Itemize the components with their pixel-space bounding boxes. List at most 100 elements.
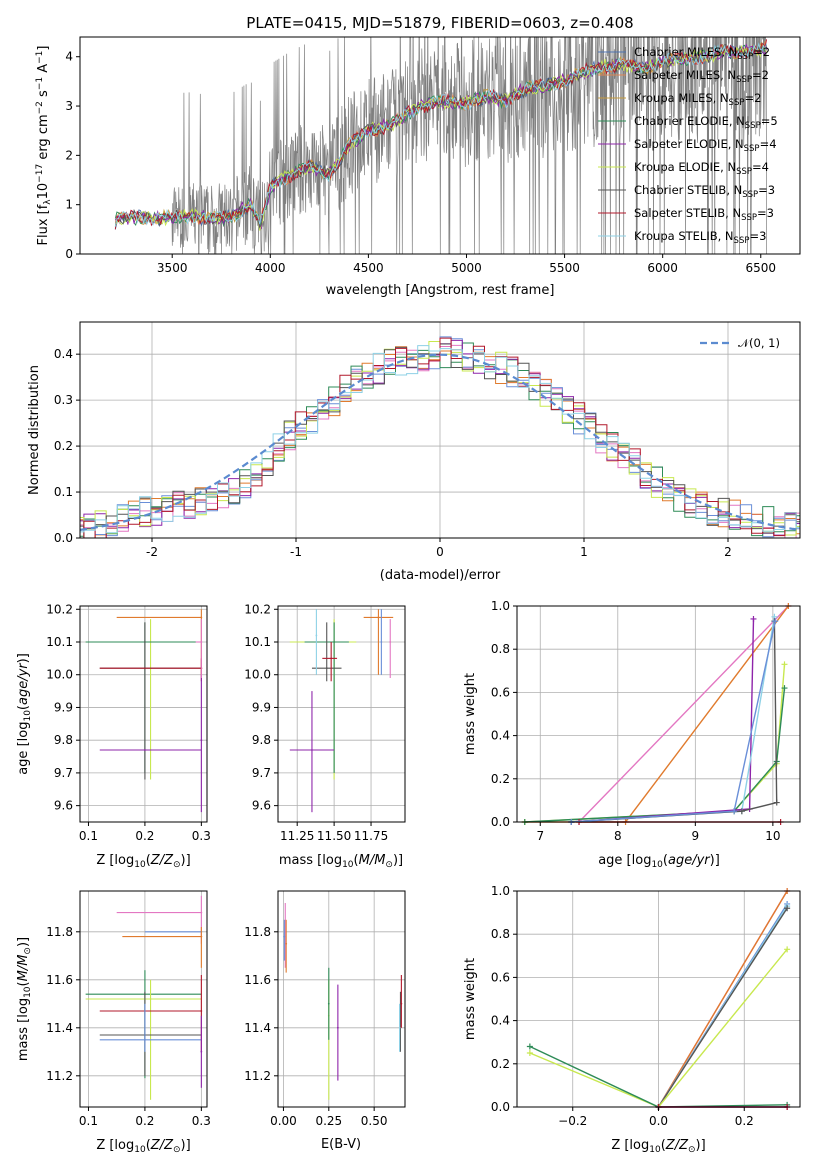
mass-vs-EBV-point-2 <box>283 935 286 938</box>
age-vs-mass-ytick-label: 9.6 <box>252 799 271 813</box>
mass-vs-Z-point-2 <box>200 935 203 938</box>
mass-weight-vs-Z-marker-4-1 <box>784 905 791 912</box>
age-vs-mass-ytick-label: 10.2 <box>244 602 271 616</box>
mass-weight-vs-age-series-1 <box>524 605 789 823</box>
age-vs-mass-point-2 <box>325 667 328 670</box>
spectrum-xlabel: wavelength [Angstrom, rest frame] <box>326 283 555 298</box>
mass-weight-vs-age-ytick-label: 0.6 <box>491 685 510 699</box>
mass-weight-vs-age-marker-8-2 <box>772 618 779 625</box>
mass-vs-EBV-ytick-label: 11.6 <box>244 973 271 987</box>
spectrum-ytick-label: 3 <box>65 99 73 113</box>
mass-weight-vs-age-xlabel: age [log10(age/yr)] <box>598 853 720 870</box>
mass-vs-EBV-point-4 <box>327 1002 330 1005</box>
mass-weight-vs-age-marker-3-3 <box>781 685 788 692</box>
mass-vs-Z-ytick-label: 11.4 <box>46 1021 73 1035</box>
spectrum-axes: 3500 4000 4500 5000 5500 6000 6500 0 1 2 3 4 <box>65 37 776 275</box>
legend-entry-7: Salpeter STELIB, NSSP=3 <box>634 206 774 223</box>
mass-vs-Z-plot-area <box>80 891 207 1107</box>
mass-weight-vs-age-ytick-label: 1.0 <box>491 599 510 613</box>
age-vs-Z-ytick-label: 9.6 <box>54 799 73 813</box>
age-vs-mass-ytick-label: 10.0 <box>244 668 271 682</box>
mass-weight-vs-age-marker-8-1 <box>731 808 738 815</box>
spectrum-xtick-label: 4000 <box>255 261 286 275</box>
age-vs-mass-frame <box>277 605 406 823</box>
residuals-xtick-label: 0 <box>436 545 444 559</box>
spectrum-xtick-label: 6000 <box>647 261 678 275</box>
age-vs-mass-xlabel: mass [log10(M/M⊙)] <box>279 853 403 870</box>
age-vs-mass-ytick-label: 9.9 <box>252 700 271 714</box>
mass-weight-vs-age-xtick-label: 10 <box>765 829 780 843</box>
mass-weight-vs-Z-marker-5-2 <box>784 946 791 953</box>
legend-entry-5: Kroupa ELODIE, NSSP=4 <box>634 160 769 177</box>
spectrum-ytick-label: 1 <box>65 198 73 212</box>
age-vs-Z-point-7 <box>200 641 203 643</box>
mass-vs-EBV-ytick-label: 11.8 <box>244 925 271 939</box>
legend-entry-6: Chabrier STELIB, NSSP=3 <box>634 183 775 200</box>
spectrum-ytick-label: 4 <box>65 50 73 64</box>
mass-weight-vs-Z-marker-6-0 <box>526 1043 533 1050</box>
mass-vs-Z-ytick-label: 11.6 <box>46 973 73 987</box>
age-vs-mass-point-7 <box>389 641 392 643</box>
spectrum-ytick-label: 2 <box>65 148 73 162</box>
age-vs-mass-ytick-label: 9.8 <box>252 733 271 747</box>
figure-title: PLATE=0415, MJD=51879, FIBERID=0603, z=0… <box>246 14 633 32</box>
mass-weight-vs-Z-xtick-label: −0.2 <box>558 1114 587 1128</box>
mass-vs-EBV-plot-area <box>278 891 405 1107</box>
age-vs-mass-xtick-label: 11.75 <box>354 829 388 843</box>
mass-weight-vs-age-series-0 <box>578 605 789 823</box>
mass-weight-vs-age-xtick-label: 9 <box>692 829 700 843</box>
mass-weight-vs-Z-frame <box>516 890 801 1108</box>
age-vs-mass-ytick-label: 9.7 <box>252 766 271 780</box>
mass-weight-vs-Z-plot-area <box>517 888 800 1110</box>
mass-weight-vs-age-marker-2-3 <box>781 661 788 668</box>
legend-entry-1: Salpeter MILES, NSSP=2 <box>634 68 769 85</box>
mass-vs-Z-point-7 <box>144 1038 146 1041</box>
mass-vs-Z-ytick-label: 11.8 <box>46 925 73 939</box>
mass-weight-vs-Z-ytick-label: 0.6 <box>491 970 510 984</box>
age-vs-Z-ytick-label: 9.8 <box>54 733 73 747</box>
mass-vs-EBV-axes: 0.00 0.25 0.50 11.2 11.4 11.6 11.8 <box>244 891 405 1128</box>
mass-vs-Z-point-0 <box>200 911 203 914</box>
mass-vs-EBV-point-7 <box>400 1002 403 1005</box>
age-vs-Z-xtick-label: 0.3 <box>192 829 211 843</box>
mass-vs-EBV-xtick-label: 0.25 <box>315 1114 342 1128</box>
mass-vs-Z-xtick-label: 0.2 <box>135 1114 154 1128</box>
mass-vs-Z-ytick-label: 11.2 <box>46 1069 73 1083</box>
spectrum-model-salpeter-stelib <box>114 39 768 230</box>
mass-weight-vs-age-marker-4-2 <box>750 615 757 622</box>
mass-vs-EBV-frame <box>277 890 406 1108</box>
age-vs-mass-point-1 <box>333 641 336 643</box>
mass-weight-vs-Z-xtick-label: 0.0 <box>649 1114 668 1128</box>
spectrum-plot-area <box>114 37 768 254</box>
mass-weight-vs-age-frame <box>516 605 801 823</box>
mass-weight-vs-age-marker-6-2 <box>773 799 780 806</box>
mass-weight-vs-Z-ylabel: mass weight <box>463 958 478 1040</box>
mass-weight-vs-Z-xlabel: Z [log10(Z/Z⊙)] <box>611 1138 705 1155</box>
mass-weight-vs-age-ytick-label: 0.0 <box>491 815 510 829</box>
mass-weight-vs-age-plot-area <box>517 603 800 825</box>
mass-weight-vs-age-ytick-label: 0.4 <box>491 729 510 743</box>
age-vs-mass-ytick-label: 10.1 <box>244 635 271 649</box>
legend-entry-3: Chabrier ELODIE, NSSP=5 <box>634 114 778 131</box>
mass-weight-vs-age-ytick-label: 0.8 <box>491 642 510 656</box>
mass-vs-Z-xlabel: Z [log10(Z/Z⊙)] <box>96 1138 190 1155</box>
mass-vs-EBV-point-1 <box>285 942 288 945</box>
age-vs-Z-axes: 0.1 0.2 0.3 9.6 9.7 9.8 9.9 10.0 10.1 10.2 <box>46 602 211 843</box>
mass-vs-EBV-xlabel: E(B-V) <box>321 1137 361 1152</box>
mass-weight-vs-Z-axes: −0.2 0.0 0.2 0.0 0.2 0.4 0.6 0.8 1.0 <box>491 884 800 1128</box>
age-vs-Z-frame <box>79 605 208 823</box>
mass-weight-vs-Z-series-4 <box>657 907 788 1108</box>
spectrum-ylabel: Flux [fλ10−17 erg cm−2 s−1 A−1] <box>35 46 53 246</box>
residuals-plot-area <box>79 322 801 539</box>
mass-weight-vs-age-ytick-label: 0.2 <box>491 772 510 786</box>
mass-vs-EBV-xtick-label: 0.50 <box>361 1114 388 1128</box>
mass-vs-Z-xtick-label: 0.1 <box>79 1114 98 1128</box>
legend-entry-2: Kroupa MILES, NSSP=2 <box>634 91 761 108</box>
mass-vs-EBV-point-5 <box>336 1026 339 1029</box>
residuals-xtick-label: 2 <box>724 545 732 559</box>
age-vs-Z-ytick-label: 9.9 <box>54 700 73 714</box>
mass-weight-vs-age-axes: 7 8 9 10 0.0 0.2 0.4 0.6 0.8 1.0 <box>491 599 800 843</box>
residuals-ytick-label: 0.1 <box>54 485 73 499</box>
mass-vs-Z-point-4 <box>149 998 152 1000</box>
